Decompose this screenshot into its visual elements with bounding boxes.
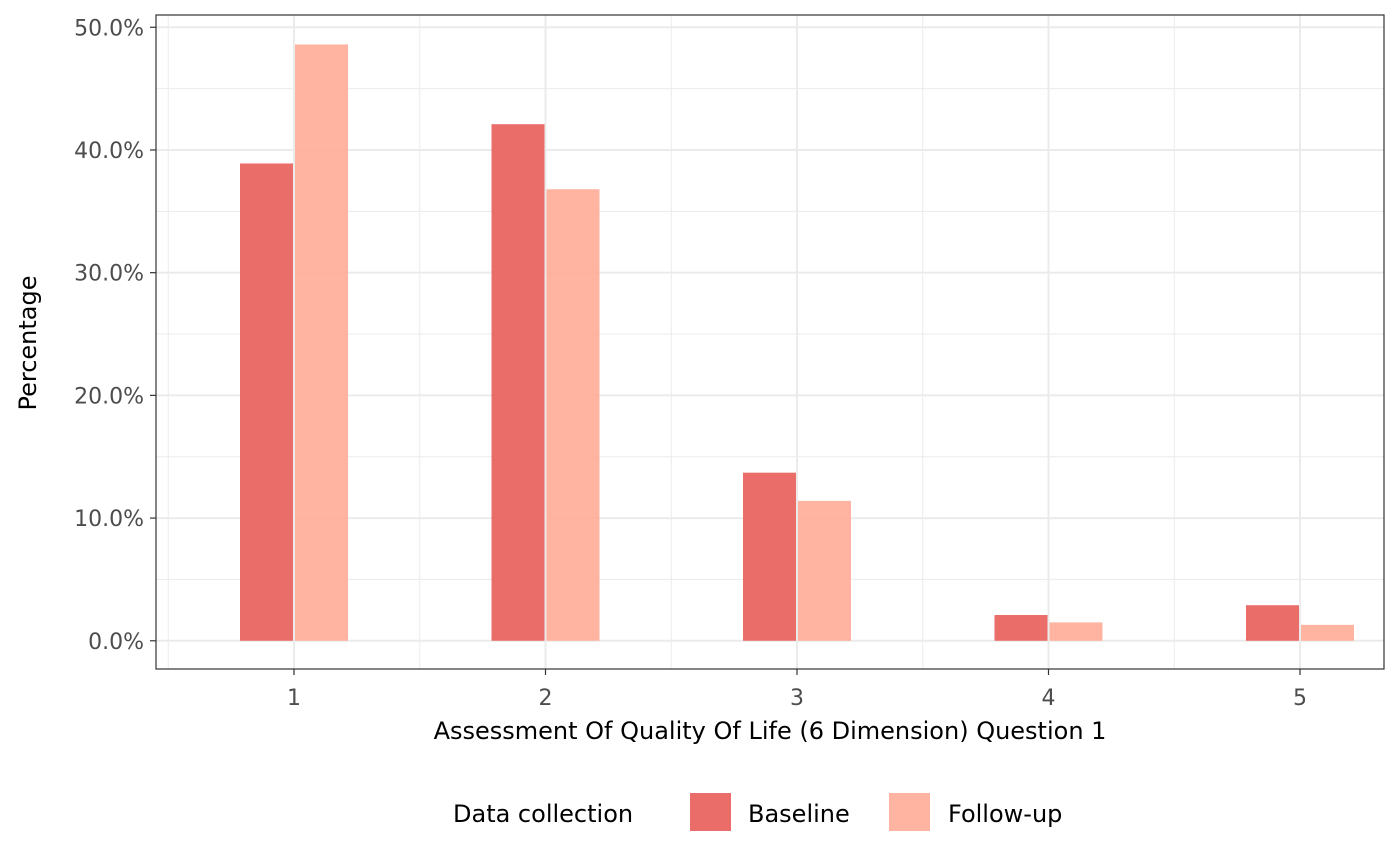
bar-baseline-2 [491,124,545,641]
bar-follow-up-5 [1301,624,1354,641]
y-tick-label: 30.0% [74,262,144,287]
y-axis-title: Percentage [14,275,42,410]
x-tick-label: 2 [539,686,553,711]
y-axis: 0.0% 10.0% 20.0% 30.0% 40.0% 50.0% [74,16,156,655]
bar-follow-up-1 [295,44,348,641]
legend-title: Data collection [453,800,633,828]
bar-follow-up-3 [798,500,851,641]
y-tick-label: 20.0% [74,384,144,409]
y-tick-label: 40.0% [74,139,144,164]
y-tick-label: 50.0% [74,16,144,41]
bar-baseline-5 [1246,605,1299,641]
legend-label-baseline: Baseline [748,800,850,828]
legend-key-follow-up [889,793,930,831]
bar-baseline-1 [240,163,293,641]
x-axis: 1 2 3 4 5 [287,669,1307,711]
bar-baseline-3 [743,472,796,641]
x-tick-label: 4 [1042,686,1056,711]
x-tick-label: 3 [790,686,804,711]
grid-minor [156,15,1384,669]
legend-label-follow-up: Follow-up [948,800,1062,828]
legend-key-baseline [690,793,731,831]
y-tick-label: 0.0% [88,630,144,655]
bar-follow-up-4 [1049,622,1103,641]
bar-follow-up-2 [546,189,600,641]
panel-border [155,14,1385,670]
legend: Data collection Baseline Follow-up [453,793,1062,831]
y-tick-label: 10.0% [74,507,144,532]
bars [240,44,1354,641]
x-tick-label: 5 [1293,686,1307,711]
x-axis-title: Assessment Of Quality Of Life (6 Dimensi… [434,717,1107,745]
x-tick-label: 1 [287,686,301,711]
bar-baseline-4 [994,615,1048,641]
